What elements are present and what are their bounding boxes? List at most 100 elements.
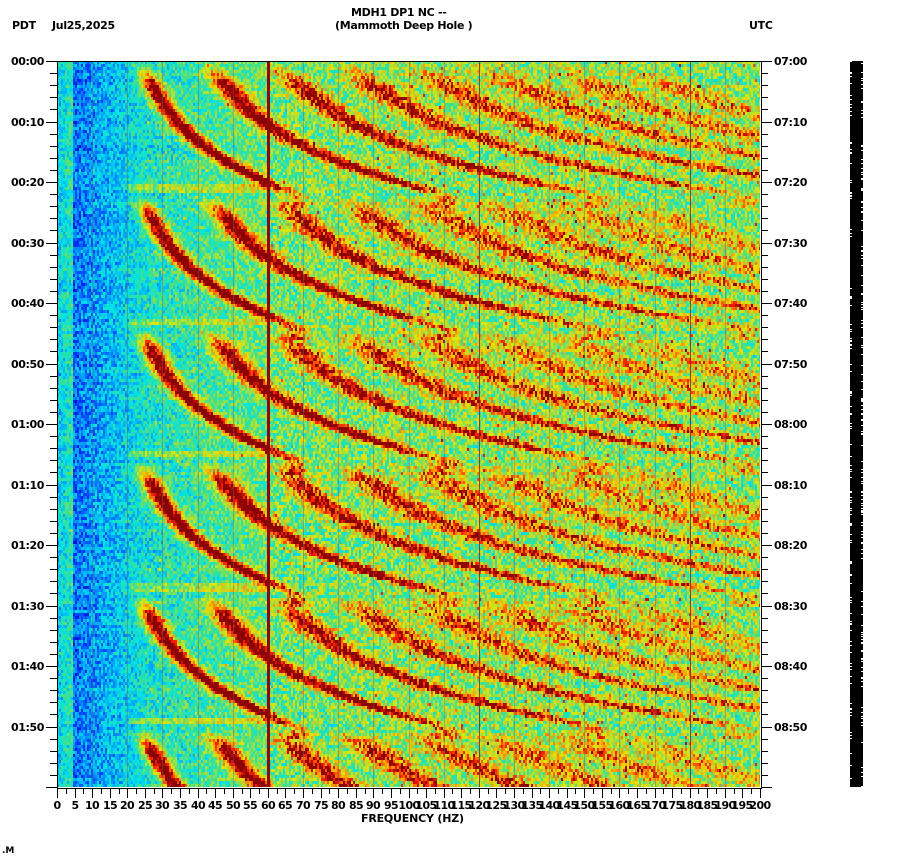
- frequency-axis-major-tick: [356, 789, 357, 798]
- right-axis-label: 08:10: [774, 479, 808, 492]
- right-axis-label: 08:50: [774, 721, 808, 734]
- frequency-axis-major-tick: [479, 789, 480, 798]
- left-axis-minor-tick: [50, 134, 57, 135]
- frequency-axis-major-tick: [655, 789, 656, 798]
- left-axis-minor-tick: [50, 279, 57, 280]
- left-axis-minor-tick: [50, 521, 57, 522]
- frequency-axis-label: 40: [190, 799, 206, 812]
- frequency-axis-minor-tick: [66, 789, 67, 794]
- frequency-axis-minor-tick: [242, 789, 243, 794]
- frequency-axis-label: 185: [696, 799, 718, 812]
- frequency-axis-major-tick: [567, 789, 568, 798]
- frequency-axis-label: 110: [433, 799, 455, 812]
- right-axis-minor-tick: [761, 642, 768, 643]
- right-axis-major-tick: [761, 787, 772, 788]
- frequency-axis-major-tick: [602, 789, 603, 798]
- data-availability-canvas: [847, 61, 866, 787]
- left-axis-minor-tick: [50, 97, 57, 98]
- right-axis-minor-tick: [761, 134, 768, 135]
- frequency-axis-label: 175: [661, 799, 683, 812]
- right-axis-major-tick: [761, 303, 772, 304]
- right-axis-label: 07:30: [774, 237, 808, 250]
- right-axis-label: 07:50: [774, 358, 808, 371]
- right-axis-label: 07:10: [774, 116, 808, 129]
- left-axis-minor-tick: [50, 339, 57, 340]
- right-axis-minor-tick: [761, 194, 768, 195]
- spectrogram-plot-area[interactable]: [57, 61, 762, 789]
- right-axis-major-tick: [761, 727, 772, 728]
- frequency-axis-minor-tick: [488, 789, 489, 794]
- frequency-axis-major-tick: [391, 789, 392, 798]
- frequency-axis-label: 5: [71, 799, 79, 812]
- left-axis-minor-tick: [50, 85, 57, 86]
- right-axis-minor-tick: [761, 279, 768, 280]
- right-axis-minor-tick: [761, 751, 768, 752]
- left-axis-label: 00:30: [10, 237, 44, 250]
- left-axis-minor-tick: [50, 581, 57, 582]
- left-axis-minor-tick: [50, 448, 57, 449]
- left-axis-minor-tick: [50, 412, 57, 413]
- station-title: MDH1 DP1 NC --: [351, 6, 447, 19]
- right-axis-minor-tick: [761, 230, 768, 231]
- frequency-axis-minor-tick: [452, 789, 453, 794]
- right-axis-major-tick: [761, 122, 772, 123]
- right-axis-minor-tick: [761, 400, 768, 401]
- frequency-axis-major-tick: [742, 789, 743, 798]
- left-axis-minor-tick: [50, 230, 57, 231]
- right-axis-minor-tick: [761, 460, 768, 461]
- left-axis-minor-tick: [50, 109, 57, 110]
- spectrogram-image[interactable]: [57, 61, 760, 787]
- left-axis-major-tick: [46, 727, 57, 728]
- left-axis-major-tick: [46, 545, 57, 546]
- left-axis-minor-tick: [50, 388, 57, 389]
- frequency-axis-label: 115: [450, 799, 472, 812]
- right-axis-minor-tick: [761, 388, 768, 389]
- frequency-axis-minor-tick: [347, 789, 348, 794]
- right-axis-minor-tick: [761, 327, 768, 328]
- right-axis-minor-tick: [761, 206, 768, 207]
- right-axis-major-tick: [761, 182, 772, 183]
- right-axis-minor-tick: [761, 521, 768, 522]
- left-axis-label: 00:10: [10, 116, 44, 129]
- timezone-label-left: PDT: [12, 19, 36, 32]
- left-axis-label: 00:40: [10, 297, 44, 310]
- frequency-axis-minor-tick: [523, 789, 524, 794]
- right-axis-minor-tick: [761, 85, 768, 86]
- left-axis-minor-tick: [50, 569, 57, 570]
- frequency-axis-major-tick: [198, 789, 199, 798]
- left-axis-minor-tick: [50, 291, 57, 292]
- frequency-axis-major-tick: [215, 789, 216, 798]
- frequency-axis-label: 100: [398, 799, 420, 812]
- right-axis-minor-tick: [761, 472, 768, 473]
- date-label: Jul25,2025: [52, 19, 115, 32]
- frequency-axis-label: 10: [84, 799, 100, 812]
- right-axis-minor-tick: [761, 690, 768, 691]
- frequency-axis-label: 120: [468, 799, 490, 812]
- frequency-axis-major-tick: [57, 789, 58, 798]
- frequency-axis-major-tick: [619, 789, 620, 798]
- right-axis-minor-tick: [761, 339, 768, 340]
- right-axis-minor-tick: [761, 73, 768, 74]
- frequency-axis-minor-tick: [329, 789, 330, 794]
- left-axis-minor-tick: [50, 267, 57, 268]
- frequency-axis-minor-tick: [698, 789, 699, 794]
- frequency-axis-minor-tick: [593, 789, 594, 794]
- frequency-axis-label: 65: [277, 799, 293, 812]
- frequency-axis-minor-tick: [663, 789, 664, 794]
- frequency-axis-label: 130: [503, 799, 525, 812]
- frequency-axis-major-tick: [250, 789, 251, 798]
- left-axis-minor-tick: [50, 630, 57, 631]
- frequency-axis-label: 160: [608, 799, 630, 812]
- frequency-axis-label: 165: [626, 799, 648, 812]
- left-axis-major-tick: [46, 243, 57, 244]
- left-axis-minor-tick: [50, 593, 57, 594]
- frequency-axis-label: 70: [295, 799, 311, 812]
- right-axis-major-tick: [761, 364, 772, 365]
- frequency-axis-minor-tick: [540, 789, 541, 794]
- right-axis-minor-tick: [761, 170, 768, 171]
- frequency-axis-minor-tick: [716, 789, 717, 794]
- corner-artifact-glyph: .M: [2, 846, 15, 856]
- frequency-axis-minor-tick: [189, 789, 190, 794]
- right-axis-major-tick: [761, 666, 772, 667]
- frequency-axis-label: 135: [521, 799, 543, 812]
